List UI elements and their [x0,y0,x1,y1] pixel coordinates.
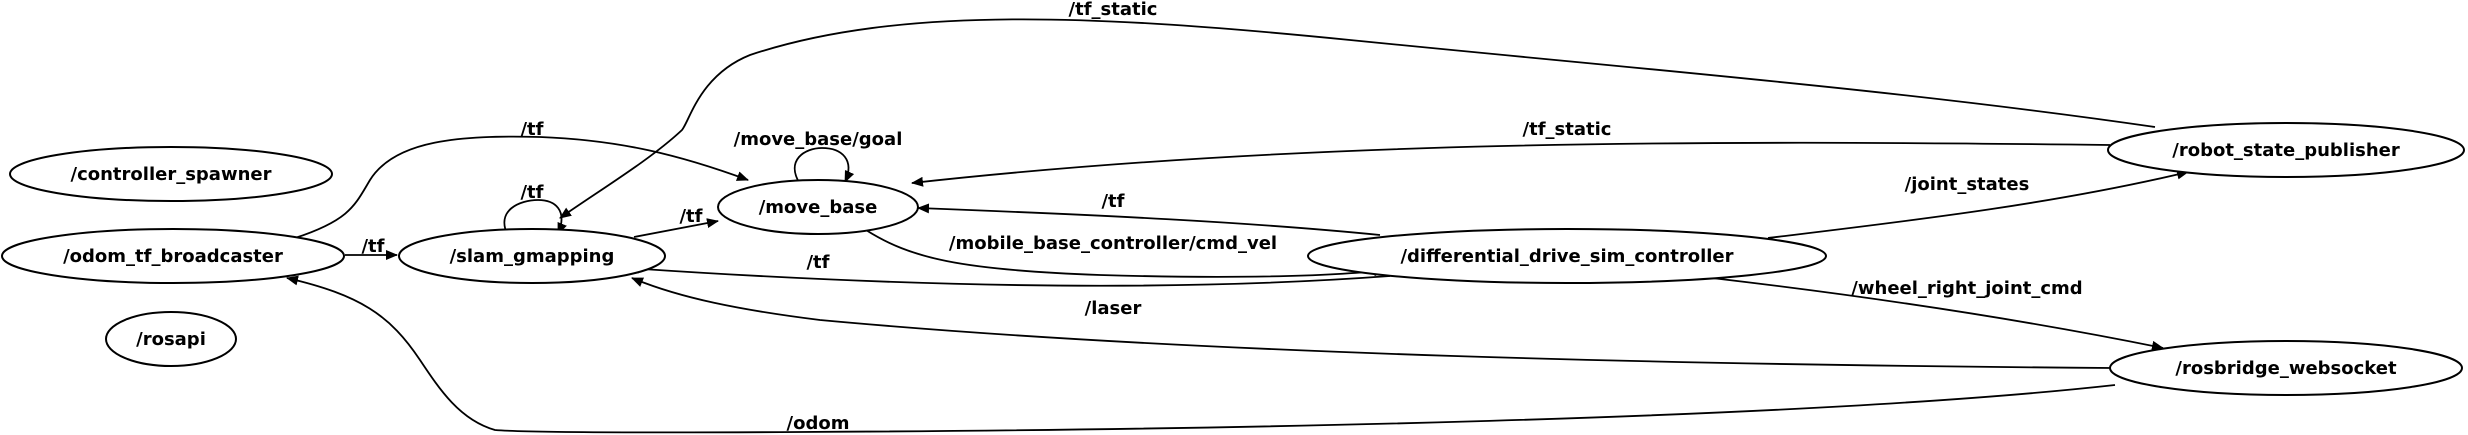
edge-label-tf-slam-to-move-base: /tf [679,206,702,227]
edge-label-wheel-right-joint-cmd: /wheel_right_joint_cmd [1851,278,2082,299]
edge-label-joint-states: /joint_states [1905,174,2030,195]
node-label-robot-state-publisher: /robot_state_publisher [2172,140,2400,161]
node-move-base[interactable]: /move_base [717,179,919,235]
edge-odom [286,275,2116,434]
edge-label-tf-diff-to-move-base: /tf [1101,191,1124,212]
node-label-slam-gmapping: /slam_gmapping [450,246,615,267]
edge-tf-odom-to-move-base [294,135,749,239]
node-slam-gmapping[interactable]: /slam_gmapping [398,228,666,284]
node-differential-drive-sim-controller[interactable]: /differential_drive_sim_controller [1307,228,1827,284]
node-robot-state-publisher[interactable]: /robot_state_publisher [2107,122,2465,178]
edge-move-base-goal [793,147,855,185]
edge-tf-diff-to-move-base [917,203,1381,236]
edge-label-laser: /laser [1085,298,1142,319]
edge-label-tf-static-top: /tf_static [1069,0,1158,20]
edge-wheel-right-joint-cmd [1711,277,2164,351]
node-label-rosapi: /rosapi [136,329,206,350]
edge-label-odom: /odom [787,413,850,434]
edge-label-tf-static-mid: /tf_static [1523,119,1612,140]
edge-label-tf-slam-self: /tf [520,182,543,203]
node-controller-spawner[interactable]: /controller_spawner [9,146,333,202]
edge-tf-static-mid [911,141,2111,187]
edge-label-move-base-goal: /move_base/goal [734,129,903,150]
node-label-differential-drive-sim-controller: /differential_drive_sim_controller [1400,246,1733,267]
node-label-move-base: /move_base [759,197,878,218]
edge-tf-slam-to-move-base [633,218,719,238]
edges [286,18,2189,434]
node-rosbridge-websocket[interactable]: /rosbridge_websocket [2109,340,2463,396]
edge-label-tf-odom-to-move-base: /tf [520,119,543,140]
edge-labels: /tf_static /tf_static /tf /tf /tf /tf /m… [361,0,2082,434]
node-odom-tf-broadcaster[interactable]: /odom_tf_broadcaster [1,228,345,284]
nodes: /controller_spawner /odom_tf_broadcaster… [1,122,2465,396]
node-rosapi[interactable]: /rosapi [105,311,237,367]
edge-label-cmd-vel: /mobile_base_controller/cmd_vel [949,233,1277,254]
node-label-controller-spawner: /controller_spawner [71,164,272,185]
edge-cmd-vel [865,229,1386,278]
edge-tf-static-top [559,18,2156,219]
edge-label-tf-diff-to-slam: /tf [806,252,829,273]
edge-laser [631,277,2113,369]
edge-label-tf-odom-to-slam: /tf [361,236,384,257]
edge-joint-states [1767,169,2189,239]
node-label-rosbridge-websocket: /rosbridge_websocket [2175,358,2397,379]
node-label-odom-tf-broadcaster: /odom_tf_broadcaster [63,246,283,267]
edge-tf-slam-self [503,199,567,237]
edge-tf-diff-to-slam [627,263,1391,287]
